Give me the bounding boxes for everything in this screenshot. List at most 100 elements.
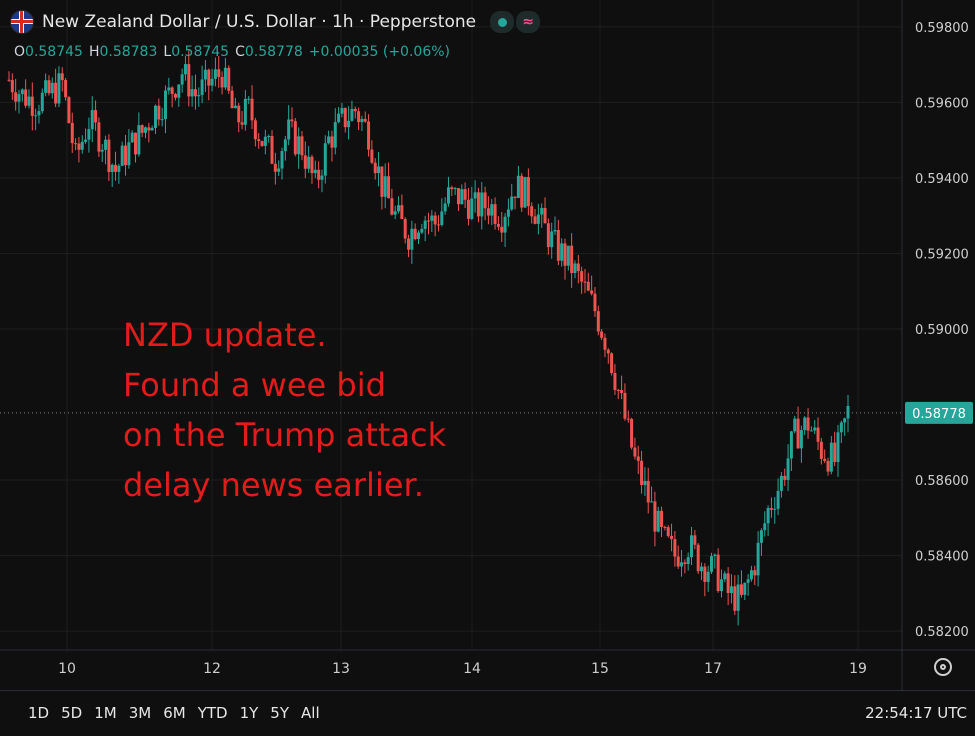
candle-body bbox=[630, 418, 634, 448]
range-5y-button[interactable]: 5Y bbox=[270, 704, 290, 722]
candle-body bbox=[300, 136, 304, 156]
range-6m-button[interactable]: 6M bbox=[163, 704, 186, 722]
candle-body bbox=[277, 168, 281, 172]
candle-body bbox=[660, 510, 664, 527]
candle-body bbox=[57, 73, 61, 104]
range-1d-button[interactable]: 1D bbox=[28, 704, 50, 722]
candle-body bbox=[613, 373, 617, 390]
candle-body bbox=[430, 215, 434, 221]
candle-body bbox=[370, 149, 374, 163]
range-3m-button[interactable]: 3M bbox=[128, 704, 152, 722]
range-1y-button[interactable]: 1Y bbox=[239, 704, 259, 722]
candle-body bbox=[200, 79, 204, 95]
candle-body bbox=[240, 122, 244, 125]
range-all-button[interactable]: All bbox=[301, 704, 320, 722]
candle-body bbox=[260, 141, 264, 146]
candle-body bbox=[74, 143, 78, 145]
candle-body bbox=[593, 293, 597, 312]
candle-body bbox=[190, 89, 194, 97]
candle-body bbox=[496, 223, 500, 227]
candle-body bbox=[120, 145, 124, 166]
utc-clock[interactable]: 22:54:17 UTC bbox=[865, 704, 967, 722]
candle-body bbox=[163, 90, 167, 120]
candle-body bbox=[686, 557, 690, 564]
candle-body bbox=[700, 566, 704, 572]
annotation-line-2: Found a wee bid bbox=[123, 366, 386, 404]
candle-body bbox=[510, 196, 514, 210]
candle-body bbox=[134, 132, 138, 155]
candle-body bbox=[483, 192, 487, 209]
candle-body bbox=[733, 586, 737, 611]
candle-body bbox=[580, 271, 584, 282]
candle-body bbox=[676, 556, 680, 567]
candle-body bbox=[7, 79, 11, 81]
candle-body bbox=[769, 508, 773, 510]
candle-body bbox=[17, 94, 21, 102]
candle-body bbox=[816, 427, 820, 442]
range-1m-button[interactable]: 1M bbox=[94, 704, 117, 722]
range-ytd-button[interactable]: YTD bbox=[197, 704, 228, 722]
candle-body bbox=[666, 527, 670, 536]
candle-body bbox=[826, 460, 830, 472]
candle-body bbox=[60, 73, 64, 81]
candle-body bbox=[243, 98, 247, 125]
candle-body bbox=[623, 392, 627, 419]
candle-body bbox=[40, 92, 44, 112]
candle-body bbox=[187, 64, 191, 97]
y-tick-label: 0.58400 bbox=[915, 550, 969, 565]
candle-body bbox=[50, 82, 54, 94]
candle-body bbox=[307, 156, 311, 169]
candle-body bbox=[363, 118, 367, 122]
candle-body bbox=[453, 188, 457, 190]
candle-body bbox=[723, 573, 727, 580]
candle-body bbox=[283, 139, 287, 152]
range-5d-button[interactable]: 5D bbox=[61, 704, 83, 722]
candle-body bbox=[117, 165, 121, 172]
candle-body bbox=[763, 523, 767, 531]
x-tick-label: 17 bbox=[704, 661, 722, 677]
candle-body bbox=[153, 105, 157, 128]
candle-body bbox=[490, 204, 494, 216]
settings-gear-icon[interactable] bbox=[934, 658, 952, 676]
candle-body bbox=[380, 166, 384, 197]
candle-body bbox=[207, 69, 211, 86]
candle-body bbox=[410, 228, 414, 250]
candle-body bbox=[456, 188, 460, 205]
nzd-usd-flag-icon bbox=[10, 10, 34, 34]
candle-body bbox=[500, 226, 504, 233]
candle-body bbox=[54, 82, 58, 104]
candle-body bbox=[353, 108, 357, 112]
y-tick-label: 0.58200 bbox=[915, 625, 969, 640]
candle-body bbox=[413, 228, 417, 240]
candle-body bbox=[20, 89, 24, 95]
y-tick-label: 0.59600 bbox=[915, 96, 969, 111]
candle-body bbox=[387, 176, 391, 199]
symbol-title[interactable]: New Zealand Dollar / U.S. Dollar · 1h · … bbox=[42, 12, 477, 32]
market-open-dot-icon[interactable] bbox=[490, 11, 515, 33]
candle-body bbox=[726, 573, 730, 594]
candle-body bbox=[210, 78, 214, 86]
candle-body bbox=[566, 245, 570, 266]
candle-body bbox=[789, 431, 793, 459]
candle-body bbox=[427, 220, 430, 222]
candle-body bbox=[97, 122, 101, 152]
bottom-toolbar: 1D 5D 1M 3M 6M YTD 1Y 5Y All 22:54:17 UT… bbox=[0, 690, 975, 733]
candle-body bbox=[693, 535, 697, 545]
candle-body bbox=[377, 166, 381, 174]
candle-body bbox=[280, 151, 284, 169]
ohlc-low: L0.58745 bbox=[163, 44, 230, 60]
candle-body bbox=[843, 418, 847, 423]
candle-body bbox=[150, 127, 154, 131]
candle-body bbox=[140, 125, 144, 133]
candle-body bbox=[736, 584, 740, 611]
y-tick-label: 0.59800 bbox=[915, 21, 969, 36]
candle-body bbox=[367, 121, 371, 150]
candle-body bbox=[620, 390, 624, 393]
candle-body bbox=[217, 69, 221, 77]
annotation-line-1: NZD update. bbox=[123, 316, 327, 354]
indicator-wave-icon[interactable]: ≈ bbox=[516, 11, 541, 33]
candle-body bbox=[303, 155, 307, 169]
candle-body bbox=[786, 458, 790, 480]
